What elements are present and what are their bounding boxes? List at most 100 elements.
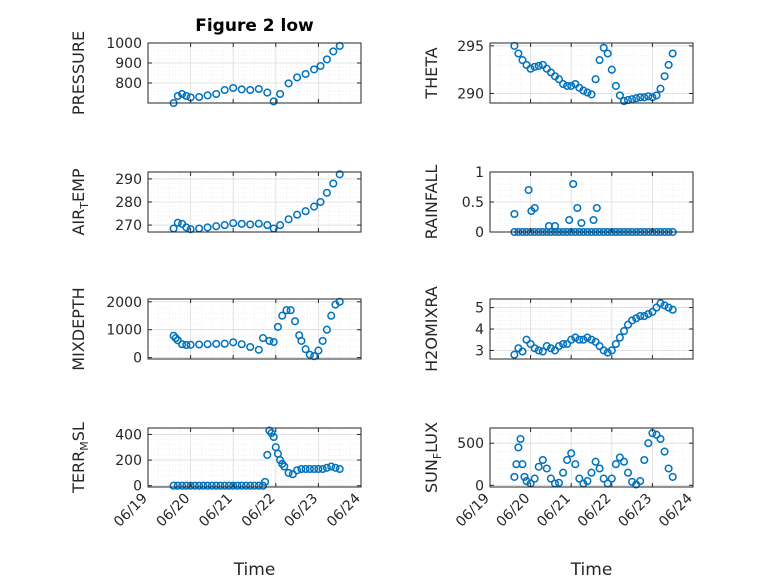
y-axis-label: THETA [422,47,441,99]
data-point [571,333,580,342]
data-point [510,350,519,359]
data-point [644,92,653,101]
data-point [237,85,246,94]
data-point [636,477,645,486]
y-tick-label: 2000 [106,295,142,311]
data-point [173,218,182,227]
y-axis-label: MIXDEPTH [69,287,88,370]
data-point [571,460,580,469]
data-point [589,215,598,225]
data-point [559,339,568,349]
data-point [216,481,225,490]
data-point [327,462,336,471]
data-point [284,79,293,88]
data-point [595,342,604,351]
y-axis-label: TERRMSL [69,422,91,494]
data-point [203,223,212,232]
data-point [241,481,251,490]
data-point [640,93,649,102]
y-tick-label: 290 [457,86,484,102]
data-point [237,219,246,228]
y-tick-label: 5 [475,301,484,317]
data-point [592,203,601,213]
data-point [278,311,287,320]
data-point [246,481,255,490]
data-point [335,170,344,179]
data-point [611,460,620,469]
data-point [542,342,551,351]
data-point [652,430,661,439]
data-point [182,340,191,350]
data-point [327,311,336,320]
data-point [182,481,191,490]
data-point [518,56,527,65]
data-point [534,346,543,355]
data-point [587,468,596,477]
data-point [203,340,212,349]
data-point [195,340,204,349]
axes-box [489,427,694,488]
data-markers [169,170,344,234]
data-point [322,463,331,472]
data-point [310,352,319,361]
data-point [173,91,182,101]
data-point [293,210,302,219]
data-point [514,443,523,452]
data-point [611,339,620,349]
data-point [276,89,285,99]
data-point [530,474,539,483]
data-point [224,481,233,490]
y-tick-label: 500 [457,436,484,452]
data-point [301,464,310,474]
data-point [220,339,229,348]
data-point [518,460,527,469]
subplot-mixdepth: 0 1000 2000 MIXDEPTH [69,287,362,371]
data-point [269,432,278,442]
data-point [520,472,529,481]
data-point [301,69,310,79]
data-point [269,337,278,347]
data-point [583,88,592,97]
data-point [550,221,560,231]
data-point [599,43,608,52]
data-point [660,72,669,81]
data-point [530,62,539,71]
data-point [212,89,221,99]
data-point [261,477,270,486]
data-point [195,481,204,490]
data-point [603,348,612,357]
data-point [329,47,338,56]
subplot-pressure: 800 900 1000 PRESSURE Figure 2 low [69,16,362,115]
data-point [559,468,568,477]
data-point [526,339,535,349]
data-point [587,90,596,99]
data-point [534,61,543,70]
data-point [186,481,195,490]
x-axis-label: Time [570,560,613,580]
data-point [284,468,293,477]
data-point [293,73,302,82]
data-point [237,340,246,349]
data-point [538,347,547,356]
axes-box [147,42,362,104]
y-tick-label: 3 [475,343,484,359]
data-point [322,325,331,334]
data-point [668,49,677,58]
y-tick-label: 290 [115,172,142,188]
data-point [199,481,208,490]
data-point [628,95,637,104]
data-point [660,301,669,310]
data-point [297,464,306,474]
data-point [282,306,291,315]
data-point [254,345,263,354]
data-point [246,342,255,352]
data-point [599,474,608,483]
data-point [190,481,199,490]
data-point [619,327,629,336]
data-point [297,336,306,345]
data-point [538,455,547,465]
data-point [229,83,238,93]
axes-box [147,298,362,360]
data-point [559,79,568,89]
data-point [615,91,624,100]
